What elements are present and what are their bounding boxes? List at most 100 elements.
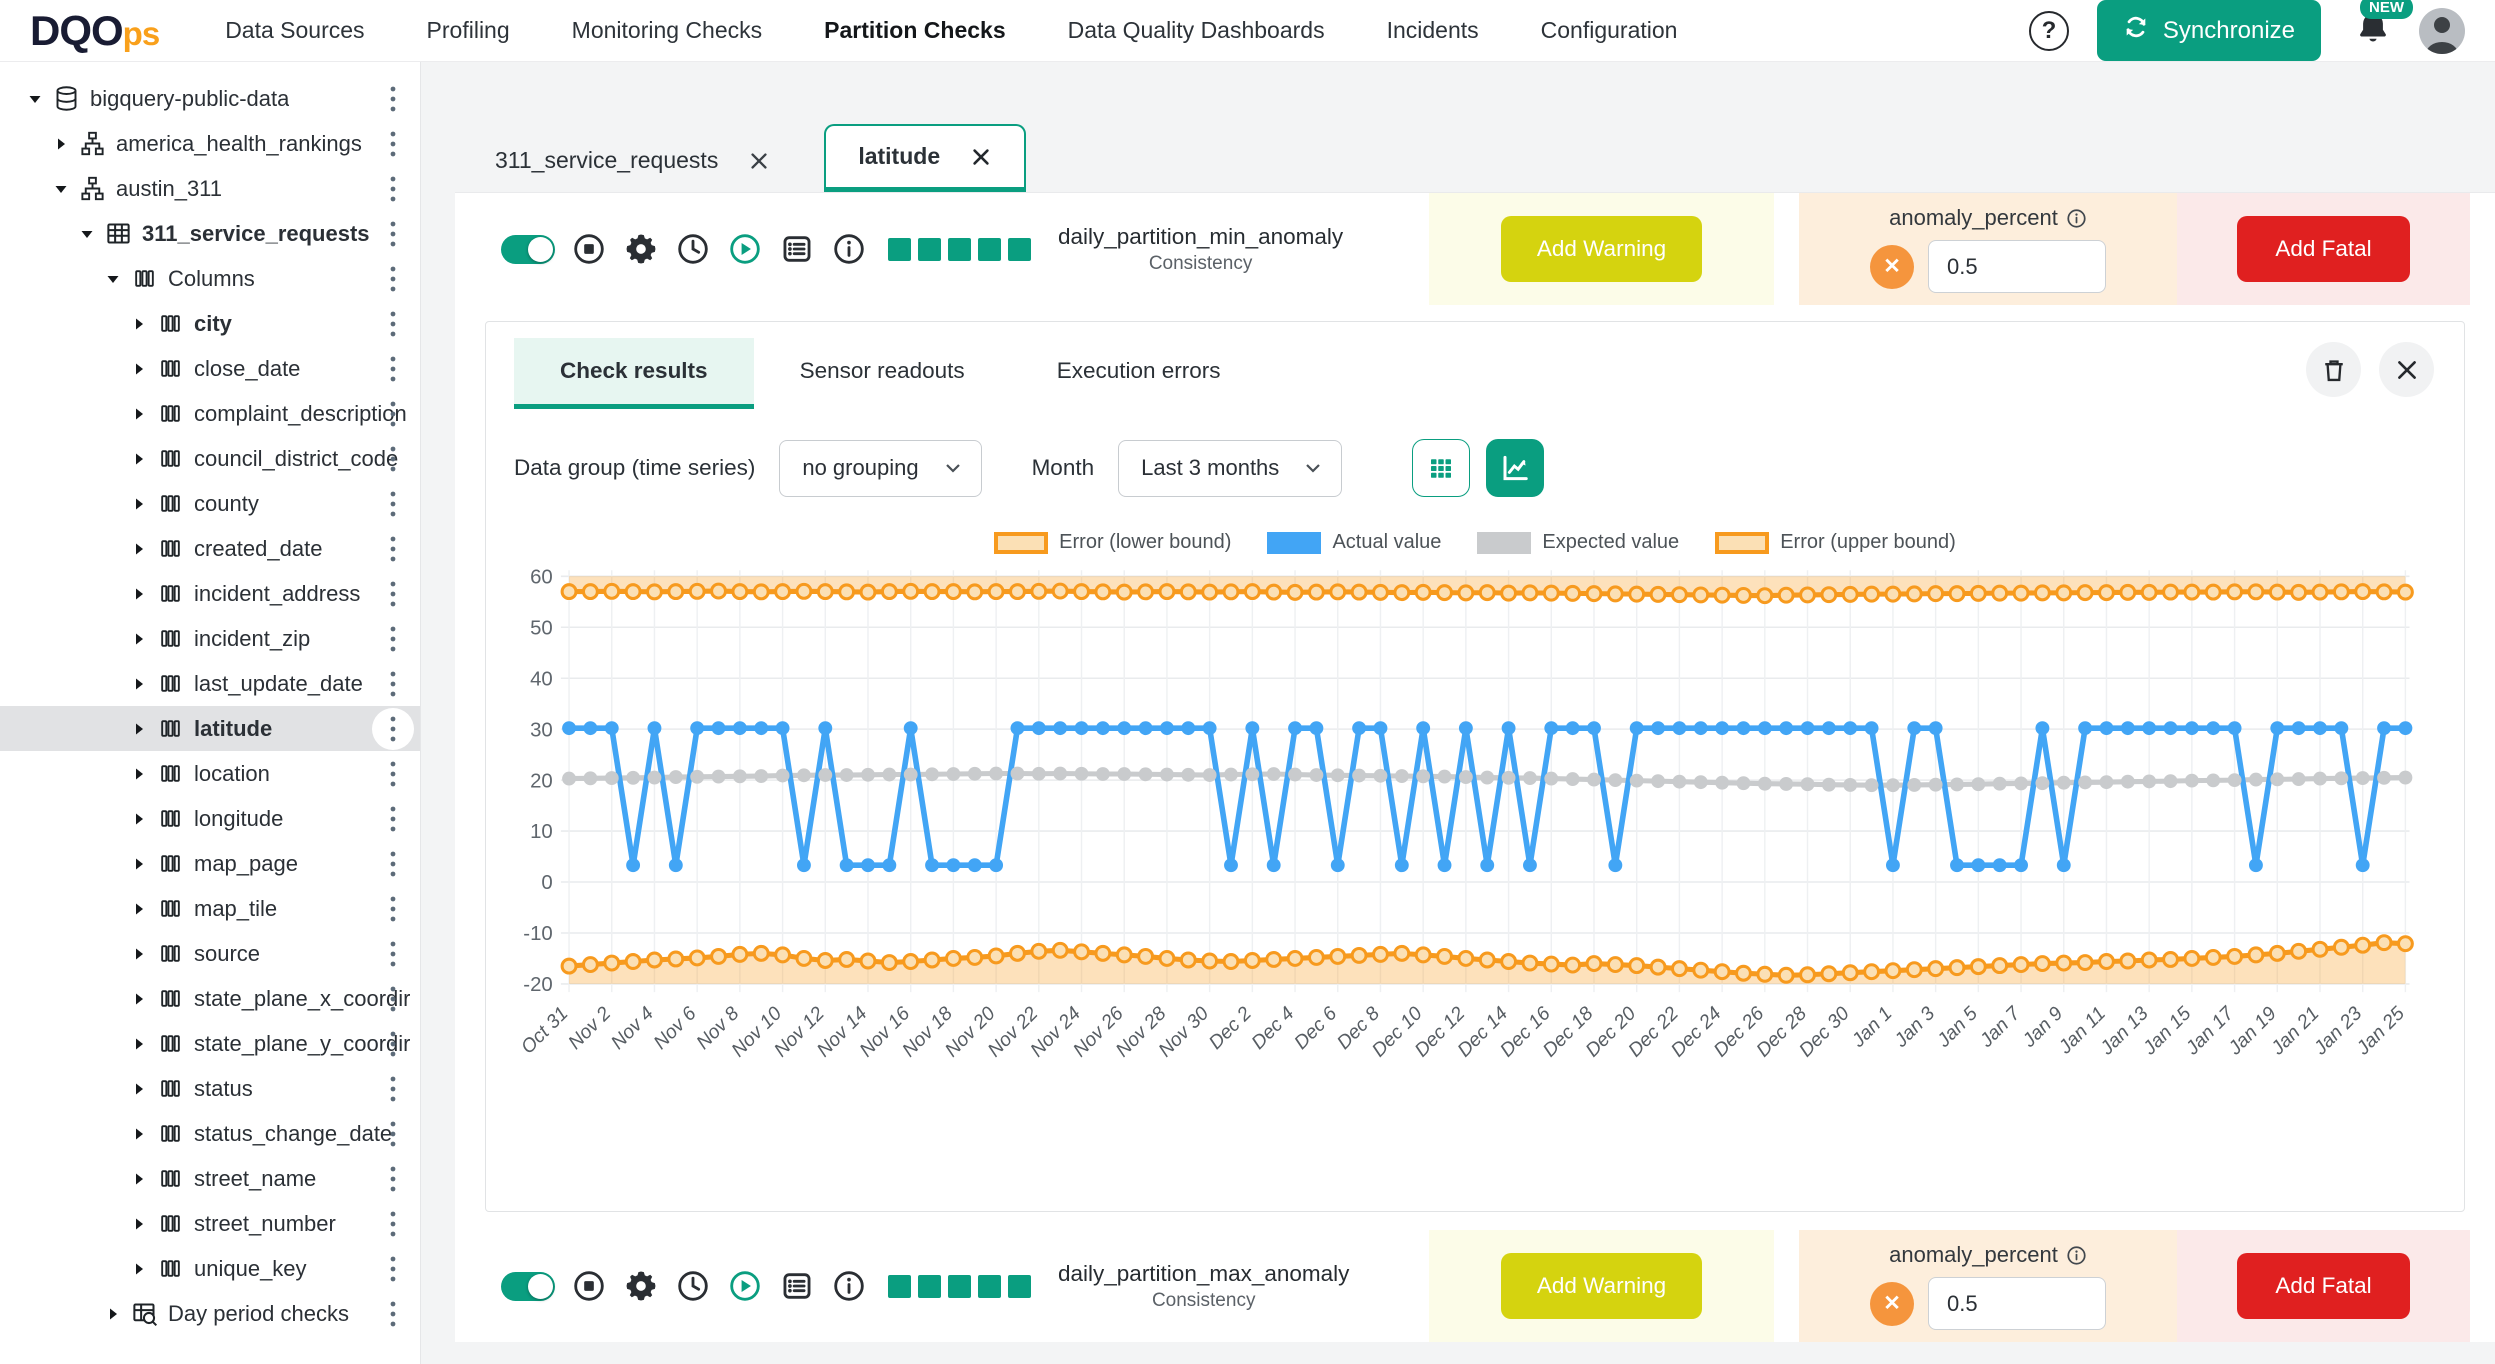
caret-right-icon[interactable]: [131, 1037, 147, 1051]
caret-right-icon[interactable]: [131, 1262, 147, 1276]
kebab-menu[interactable]: [372, 1158, 414, 1200]
anomaly-percent-input[interactable]: [1928, 1277, 2106, 1330]
results-tab-check-results[interactable]: Check results: [514, 338, 754, 409]
tree-item-street-name[interactable]: street_name: [0, 1156, 420, 1201]
nav-item-incidents[interactable]: Incidents: [1385, 11, 1481, 50]
kebab-menu[interactable]: [372, 1203, 414, 1245]
data-group-select[interactable]: no grouping: [779, 440, 981, 497]
caret-down-icon[interactable]: [27, 92, 43, 106]
caret-right-icon[interactable]: [131, 722, 147, 736]
kebab-menu[interactable]: [372, 888, 414, 930]
caret-right-icon[interactable]: [131, 362, 147, 376]
legend-item-expected-value[interactable]: Expected value: [1477, 531, 1679, 554]
kebab-menu[interactable]: [372, 573, 414, 615]
tab-latitude[interactable]: latitude: [824, 124, 1026, 192]
tree-item-status[interactable]: status: [0, 1066, 420, 1111]
tree-item-austin-311[interactable]: austin_311: [0, 166, 420, 211]
tree-item-longitude[interactable]: longitude: [0, 796, 420, 841]
results-tab-sensor-readouts[interactable]: Sensor readouts: [754, 338, 1011, 409]
tree-item-incident-zip[interactable]: incident_zip: [0, 616, 420, 661]
caret-right-icon[interactable]: [131, 812, 147, 826]
tree-item-america-health-rankings[interactable]: america_health_rankings: [0, 121, 420, 166]
caret-right-icon[interactable]: [131, 542, 147, 556]
nav-item-configuration[interactable]: Configuration: [1539, 11, 1680, 50]
info-icon[interactable]: [2066, 208, 2087, 229]
check-results-button[interactable]: [778, 231, 815, 268]
results-tab-execution-errors[interactable]: Execution errors: [1011, 338, 1267, 409]
caret-right-icon[interactable]: [131, 587, 147, 601]
add-fatal-button[interactable]: Add Fatal: [2237, 216, 2409, 282]
disable-check-button[interactable]: [570, 1268, 607, 1305]
caret-right-icon[interactable]: [131, 452, 147, 466]
legend-item-actual-value[interactable]: Actual value: [1267, 531, 1441, 554]
add-warning-button[interactable]: Add Warning: [1501, 216, 1702, 282]
tree-item-unique-key[interactable]: unique_key: [0, 1246, 420, 1291]
caret-right-icon[interactable]: [131, 857, 147, 871]
tree-item-county[interactable]: county: [0, 481, 420, 526]
tree-item-latitude[interactable]: latitude: [0, 706, 420, 751]
caret-right-icon[interactable]: [131, 632, 147, 646]
check-results-button[interactable]: [778, 1268, 815, 1305]
help-icon[interactable]: ?: [2029, 11, 2069, 51]
caret-right-icon[interactable]: [131, 407, 147, 421]
check-settings-button[interactable]: [622, 1268, 659, 1305]
caret-right-icon[interactable]: [53, 137, 69, 151]
tree-item-map-page[interactable]: map_page: [0, 841, 420, 886]
caret-right-icon[interactable]: [131, 947, 147, 961]
kebab-menu[interactable]: [372, 528, 414, 570]
caret-right-icon[interactable]: [131, 1172, 147, 1186]
tree-item-311-service-requests[interactable]: 311_service_requests: [0, 211, 420, 256]
add-fatal-button[interactable]: Add Fatal: [2237, 1253, 2409, 1319]
disable-check-button[interactable]: [570, 231, 607, 268]
tree-item-source[interactable]: source: [0, 931, 420, 976]
caret-right-icon[interactable]: [131, 992, 147, 1006]
tree-item-close-date[interactable]: close_date: [0, 346, 420, 391]
kebab-menu[interactable]: [372, 1293, 414, 1335]
month-select[interactable]: Last 3 months: [1118, 440, 1342, 497]
kebab-menu[interactable]: [372, 753, 414, 795]
kebab-menu[interactable]: [372, 1023, 414, 1065]
tree-item-day-period-checks[interactable]: Day period checks: [0, 1291, 420, 1336]
kebab-menu[interactable]: [372, 393, 414, 435]
close-tab-icon[interactable]: [970, 146, 992, 168]
nav-item-data-sources[interactable]: Data Sources: [223, 11, 366, 50]
check-schedule-button[interactable]: [674, 1268, 711, 1305]
check-enabled-toggle[interactable]: [501, 235, 555, 264]
kebab-menu[interactable]: [372, 1113, 414, 1155]
app-logo[interactable]: DQOps: [30, 7, 159, 55]
kebab-menu[interactable]: [372, 1068, 414, 1110]
kebab-menu[interactable]: [372, 708, 414, 750]
caret-down-icon[interactable]: [79, 227, 95, 241]
caret-right-icon[interactable]: [131, 1217, 147, 1231]
kebab-menu[interactable]: [372, 438, 414, 480]
legend-item-error-upper-bound-[interactable]: Error (upper bound): [1715, 531, 1956, 554]
nav-item-monitoring-checks[interactable]: Monitoring Checks: [570, 11, 764, 50]
tree-item-street-number[interactable]: street_number: [0, 1201, 420, 1246]
tree-item-columns[interactable]: Columns: [0, 256, 420, 301]
nav-item-profiling[interactable]: Profiling: [425, 11, 512, 50]
kebab-menu[interactable]: [372, 213, 414, 255]
legend-item-error-lower-bound-[interactable]: Error (lower bound): [994, 531, 1231, 554]
caret-right-icon[interactable]: [131, 902, 147, 916]
tree-item-city[interactable]: city: [0, 301, 420, 346]
kebab-menu[interactable]: [372, 933, 414, 975]
nav-item-data-quality-dashboards[interactable]: Data Quality Dashboards: [1066, 11, 1327, 50]
chart-view-button[interactable]: [1486, 439, 1544, 497]
caret-right-icon[interactable]: [131, 497, 147, 511]
notifications-button[interactable]: NEW: [2355, 10, 2391, 51]
tree-item-status-change-date[interactable]: status_change_date: [0, 1111, 420, 1156]
caret-right-icon[interactable]: [131, 1127, 147, 1141]
tree-item-last-update-date[interactable]: last_update_date: [0, 661, 420, 706]
caret-right-icon[interactable]: [105, 1307, 121, 1321]
tree-item-state-plane-x-coordir[interactable]: state_plane_x_coordir: [0, 976, 420, 1021]
tree-item-bigquery-public-data[interactable]: bigquery-public-data: [0, 76, 420, 121]
tree-item-council-district-code[interactable]: council_district_code: [0, 436, 420, 481]
caret-right-icon[interactable]: [131, 317, 147, 331]
delete-results-button[interactable]: [2306, 342, 2361, 397]
table-view-button[interactable]: [1412, 439, 1470, 497]
kebab-menu[interactable]: [372, 798, 414, 840]
avatar[interactable]: [2419, 8, 2465, 54]
kebab-menu[interactable]: [372, 618, 414, 660]
caret-right-icon[interactable]: [131, 677, 147, 691]
caret-down-icon[interactable]: [105, 272, 121, 286]
